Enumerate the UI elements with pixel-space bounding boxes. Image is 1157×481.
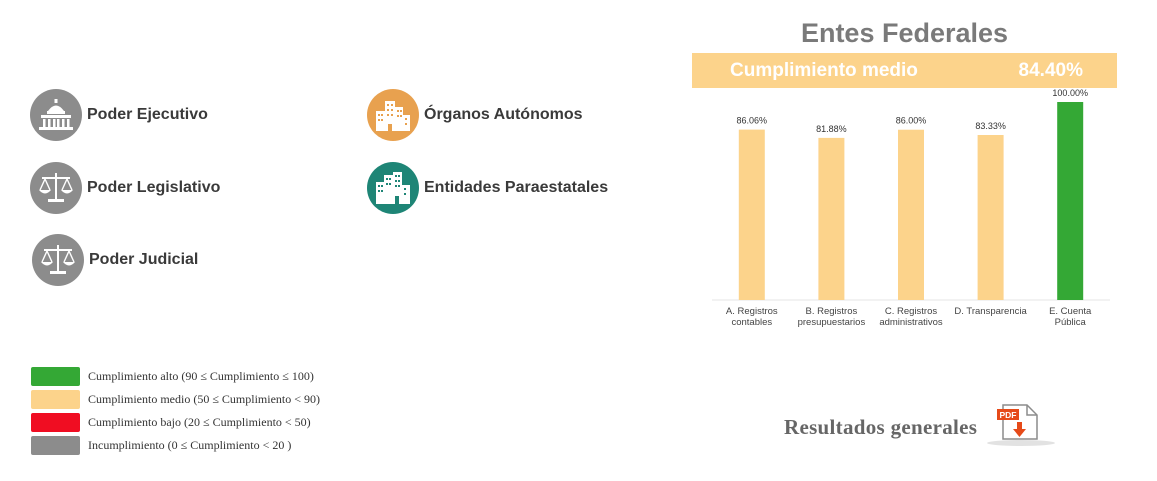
legend-label: Cumplimiento bajo (20 ≤ Cumplimiento < 5…	[88, 415, 311, 429]
category-tick-label: B. Registros	[806, 306, 858, 317]
legend-swatch	[31, 436, 80, 455]
scales-icon	[32, 234, 84, 286]
category-tick-label: Pública	[1055, 317, 1087, 328]
category-poder-ejecutivo[interactable]: Poder Ejecutivo	[30, 89, 208, 141]
category-organos-autonomos[interactable]: Órganos Autónomos	[367, 89, 583, 141]
category-tick-label: D. Transparencia	[954, 306, 1027, 317]
general-results-link[interactable]: Resultados generales PDF	[784, 402, 1057, 453]
bar[interactable]	[818, 137, 845, 300]
bar[interactable]	[738, 129, 765, 300]
category-tick-label: A. Registros	[726, 306, 778, 317]
legend-item: Cumplimiento alto (90 ≤ Cumplimiento ≤ 1…	[31, 366, 320, 387]
data-label: 86.00%	[896, 116, 927, 126]
category-tick-label: C. Registros	[885, 306, 938, 317]
category-tick-label: presupuestarios	[798, 317, 866, 328]
data-label: 86.06%	[737, 116, 768, 126]
bar[interactable]	[1057, 102, 1084, 300]
legend-label: Cumplimiento medio (50 ≤ Cumplimiento < …	[88, 392, 321, 406]
legend-item: Incumplimiento (0 ≤ Cumplimiento < 20 )	[31, 435, 320, 456]
legend-label: Incumplimiento (0 ≤ Cumplimiento < 20 )	[88, 438, 292, 452]
pdf-download-icon[interactable]: PDF	[985, 402, 1057, 453]
panel-title: Entes Federales	[800, 18, 1009, 48]
legend-swatch	[31, 413, 80, 432]
bar[interactable]	[977, 135, 1004, 300]
category-poder-legislativo[interactable]: Poder Legislativo	[30, 162, 220, 214]
data-label: 81.88%	[816, 124, 847, 134]
results-label: Resultados generales	[784, 415, 978, 439]
category-label: Poder Ejecutivo	[87, 106, 208, 123]
legend-swatch	[31, 390, 80, 409]
category-tick-label: contables	[731, 317, 772, 328]
data-label: 83.33%	[975, 121, 1006, 131]
buildings-icon	[367, 89, 419, 141]
bar[interactable]	[898, 129, 924, 300]
banner-value: 84.40%	[1018, 60, 1083, 81]
capitol-icon	[30, 89, 82, 141]
category-tick-label: E. Cuenta	[1049, 306, 1092, 317]
average-compliance-banner: Cumplimiento medio 84.40%	[692, 53, 1117, 88]
category-label: Poder Legislativo	[87, 179, 221, 196]
category-label: Entidades Paraestatales	[424, 179, 609, 196]
legend-item: Cumplimiento bajo (20 ≤ Cumplimiento < 5…	[31, 412, 320, 433]
category-poder-judicial[interactable]: Poder Judicial	[32, 234, 198, 286]
legend-label: Cumplimiento alto (90 ≤ Cumplimiento ≤ 1…	[88, 369, 314, 383]
compliance-legend: Cumplimiento alto (90 ≤ Cumplimiento ≤ 1…	[31, 366, 320, 458]
banner-label: Cumplimiento medio	[730, 60, 918, 81]
category-entidades-paraestatales[interactable]: Entidades Paraestatales	[367, 162, 608, 214]
legend-item: Cumplimiento medio (50 ≤ Cumplimiento < …	[31, 389, 320, 410]
category-label: Órganos Autónomos	[424, 106, 583, 123]
pdf-text: PDF	[1000, 410, 1017, 420]
buildings-icon	[367, 162, 419, 214]
scales-icon	[30, 162, 82, 214]
legend-swatch	[31, 367, 80, 386]
category-label: Poder Judicial	[89, 251, 199, 268]
category-tick-label: administrativos	[879, 317, 943, 328]
data-label: 100.00%	[1052, 88, 1088, 98]
